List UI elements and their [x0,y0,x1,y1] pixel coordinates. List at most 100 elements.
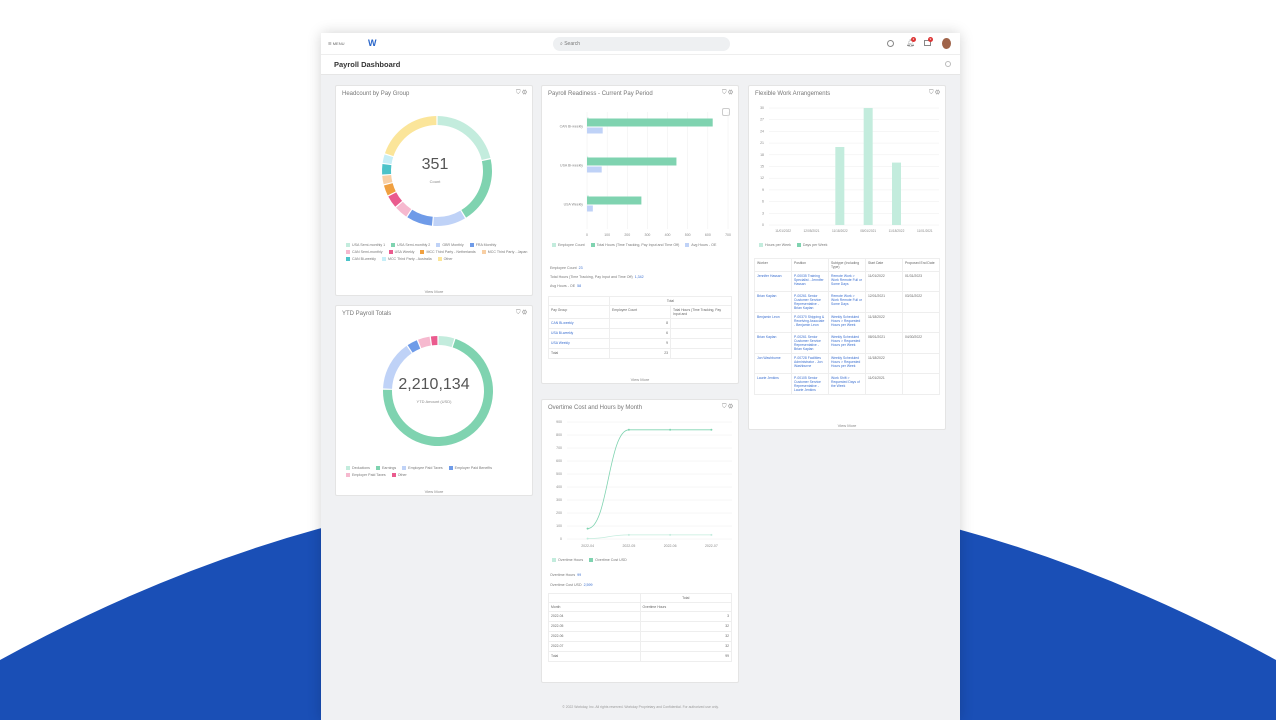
column-header[interactable]: Worker [754,258,792,272]
legend-item[interactable]: Overtime Cost USD [589,558,627,563]
view-more-link[interactable]: View More [424,489,444,494]
table-cell[interactable]: P-00261 Senior Customer Service Represen… [791,291,829,313]
table-cell[interactable]: Laurie Jenkins [754,373,792,395]
legend-item[interactable]: MCC Third Party - Netherlands [420,250,476,255]
table-cell[interactable]: Work Shift > Requested Days of the Week [828,373,866,395]
filter-icon[interactable]: ⛉ [515,90,521,96]
legend-item[interactable]: Other [437,257,453,262]
column-header[interactable]: Position [791,258,829,272]
table-cell[interactable]: USA Bi-weekly [548,328,610,339]
table-cell[interactable]: P-00370 Shipping & Receiving Associate -… [791,312,829,333]
table-cell[interactable]: Jon Washburne [754,353,792,374]
gear-icon[interactable]: ⚙ [728,404,733,410]
table-cell[interactable]: USA Weekly [548,338,610,349]
view-more-link[interactable]: View More [424,289,444,294]
table-cell[interactable]: Weekly Scheduled Hours > Requested Hours… [828,312,866,333]
table-cell[interactable]: CAN Bi-weekly [548,318,610,329]
table-cell[interactable]: Brian Kaplan [754,332,792,354]
filter-icon[interactable]: ⛉ [515,310,521,316]
column-header[interactable]: Subtype (Including Type) [828,258,866,272]
legend-item[interactable]: Avg Hours - OE [685,243,716,248]
legend-item[interactable]: MCC Third Party - Japan [481,250,527,255]
y-tick-label: 30 [760,106,764,110]
inbox-icon[interactable] [924,40,931,46]
y-tick-label: 18 [760,153,764,157]
summary-value[interactable]: 99 [577,573,582,577]
column-header[interactable]: Pay Group [548,305,610,319]
summary-value[interactable]: 58 [577,284,582,288]
legend-item[interactable]: GBR Monthly [436,243,464,248]
table-cell[interactable]: Brian Kaplan [754,291,792,313]
column-header[interactable]: Month [548,602,641,612]
filter-icon[interactable]: ⛉ [721,90,727,96]
bar [587,166,602,173]
donut-slice [388,192,403,207]
legend-item[interactable]: Employer Paid Taxes [346,473,386,478]
panel-actions[interactable]: ⛉ ⚙ [516,310,527,317]
search-input[interactable]: ⌕ Search [553,37,730,51]
x-tick-label: 0 [586,233,588,237]
table-cell[interactable]: P-00261 Senior Customer Service Represen… [791,332,829,354]
settings-icon[interactable] [945,61,951,67]
legend-item[interactable]: FRA Monthly [469,243,496,248]
legend-item[interactable]: Other [391,473,407,478]
table-cell[interactable]: Total [548,348,610,359]
panel-actions[interactable]: ⛉ ⚙ [516,90,527,97]
legend-item[interactable]: Overtime Hours [552,558,583,563]
summary-value[interactable]: 1,342 [634,275,644,279]
column-header[interactable]: Overtime Hours [639,602,732,612]
table-cell[interactable]: Benjamin Leon [754,312,792,333]
column-header[interactable]: Total Hours (Time Tracking, Pay Input an… [670,305,732,319]
table-cell[interactable]: P-00105 Senior Customer Service Represen… [791,373,829,395]
gear-icon[interactable]: ⚙ [935,90,940,96]
legend-item[interactable]: Days per Week [796,243,827,248]
panel-actions[interactable]: ⛉ ⚙ [929,90,940,97]
filter-icon[interactable]: ⛉ [928,90,934,96]
table-cell[interactable]: P-00035 Training Specialist - Jennifer H… [791,271,829,292]
legend-item[interactable]: Earnings [375,466,396,471]
table-cell[interactable]: Remote Work > Work Remote Full or Some D… [828,291,866,313]
table-cell[interactable]: Weekly Scheduled Hours > Requested Hours… [828,353,866,374]
table-cell[interactable]: Weekly Scheduled Hours > Requested Hours… [828,332,866,354]
column-header[interactable]: Start Date [865,258,903,272]
chat-icon[interactable] [887,40,894,47]
table-cell[interactable]: Remote Work > Work Remote Full or Some D… [828,271,866,292]
legend-item[interactable]: Employee Count [552,243,585,248]
legend-item[interactable]: CAN Bi-weekly [346,257,376,262]
table-cell [670,318,732,329]
filter-icon[interactable]: ⛉ [721,404,727,410]
menu-label: MENU [332,41,345,46]
legend-item[interactable]: Deductions [346,466,370,471]
legend-item[interactable]: Employee Paid Taxes [402,466,443,471]
notifications-icon[interactable]: 🔔︎ [906,40,915,47]
gear-icon[interactable]: ⚙ [728,90,733,96]
gear-icon[interactable]: ⚙ [522,310,527,316]
summary-value[interactable]: 2,599 [583,583,593,587]
view-more-link[interactable]: View More [630,377,650,382]
donut-slice [396,201,412,217]
gear-icon[interactable]: ⚙ [522,90,527,96]
column-header[interactable]: Proposed End Date [902,258,940,272]
table-cell[interactable]: Jennifer Hassan [754,271,792,292]
legend-item[interactable]: CAN Semi-monthly [346,250,383,255]
avatar[interactable] [942,38,951,49]
bar [587,196,642,205]
legend-item[interactable]: Total Hours (Time Tracking, Pay Input an… [590,243,679,248]
legend-item[interactable]: Hours per Week [759,243,791,248]
table-cell[interactable]: P-00728 Facilities Administrator - Jon W… [791,353,829,374]
menu-button[interactable]: ☰ MENU [328,41,345,46]
workday-logo[interactable]: W [368,38,377,48]
legend-swatch [346,473,350,478]
view-more-link[interactable]: View More [837,423,857,428]
summary-value[interactable]: 23 [578,266,583,270]
column-header[interactable]: Employee Count [609,305,671,319]
legend-item[interactable]: USA Weekly [388,250,414,255]
legend-item[interactable]: USA Semi-monthly 1 [346,243,385,248]
panel-actions[interactable]: ⛉ ⚙ [722,404,733,411]
x-tick-label: 11/01/2022 [775,229,791,233]
legend-item[interactable]: MCC Third Party - Australia [381,257,432,262]
legend-item[interactable]: USA Semi-monthly 2 [391,243,430,248]
expand-chart-icon[interactable] [722,108,730,116]
legend-item[interactable]: Employer Paid Benefits [448,466,492,471]
panel-actions[interactable]: ⛉ ⚙ [722,90,733,97]
